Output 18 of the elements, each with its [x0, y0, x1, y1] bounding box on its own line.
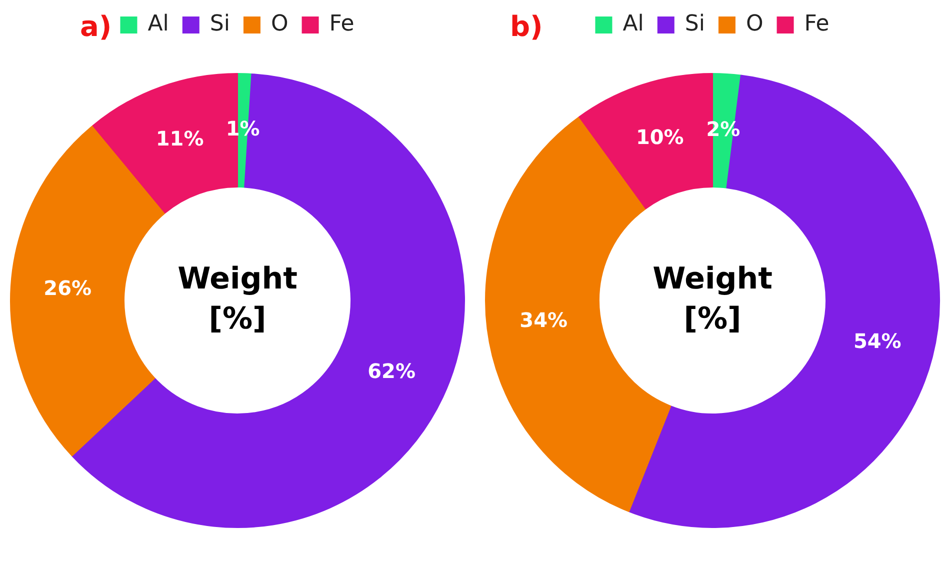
data-label: 34% — [520, 308, 568, 332]
chart-title: a) — [80, 10, 112, 43]
text: Weight [%] — [178, 261, 298, 336]
chart-title: b) — [510, 10, 543, 43]
legend-label: Fe — [804, 12, 830, 37]
data-label: 54% — [853, 329, 902, 354]
legend-label: Si — [210, 12, 230, 37]
data-label: 11% — [156, 126, 204, 151]
text: Weight [%] — [652, 261, 772, 336]
data-label: 26% — [44, 276, 92, 300]
legend-label: O — [746, 12, 764, 37]
legend-label: Si — [684, 12, 705, 37]
legend-label: Al — [622, 12, 644, 37]
data-label: 62% — [368, 359, 416, 384]
data-label: 10% — [636, 124, 684, 149]
legend-label: Fe — [329, 12, 354, 37]
legend-label: Al — [148, 12, 169, 37]
legend-label: O — [270, 12, 288, 37]
